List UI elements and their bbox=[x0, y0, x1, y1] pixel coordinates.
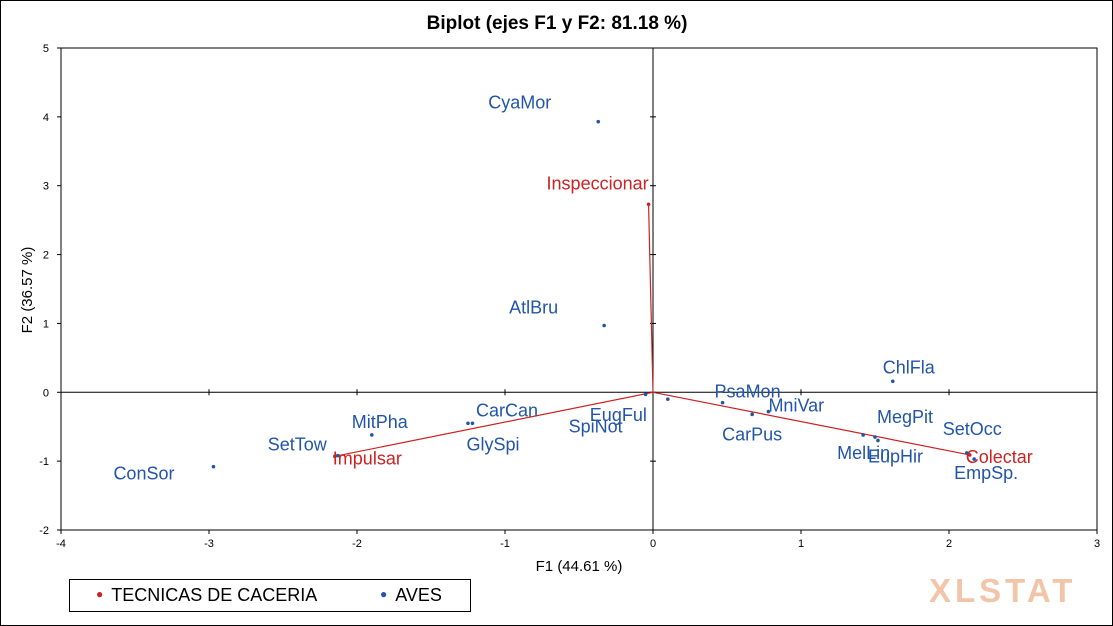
point-settow bbox=[335, 453, 340, 458]
x-axis-title: F1 (44.61 %) bbox=[536, 558, 623, 575]
vector-line bbox=[334, 391, 654, 457]
point-label-mitpha: MitPha bbox=[352, 412, 409, 432]
point-atlbru bbox=[602, 323, 606, 328]
point-glyspi bbox=[470, 421, 475, 426]
y-tick-label: 1 bbox=[43, 318, 49, 330]
point-mellin bbox=[861, 433, 865, 437]
point-label-settow: SetTow bbox=[268, 435, 328, 455]
point-label-carpus: CarPus bbox=[722, 424, 782, 444]
point-mitpha bbox=[370, 433, 374, 437]
point-label-atlbru: AtlBru bbox=[509, 297, 558, 317]
point-carpus bbox=[750, 412, 754, 417]
point-spinot bbox=[643, 392, 648, 397]
point-inspeccionar bbox=[646, 202, 651, 207]
plot-border bbox=[60, 47, 1098, 531]
x-tick-label: -3 bbox=[204, 538, 214, 550]
point-label-glyspi: GlySpi bbox=[466, 434, 519, 454]
y-tick-label: 5 bbox=[43, 43, 49, 55]
point-label-megpit: MegPit bbox=[877, 407, 933, 427]
point-carcan bbox=[466, 421, 470, 426]
point-mnivar bbox=[766, 409, 771, 414]
point-label-chlfla: ChlFla bbox=[883, 357, 936, 377]
y-tick-label: 4 bbox=[43, 112, 49, 124]
x-tick-label: -2 bbox=[352, 538, 362, 550]
point-chlfla bbox=[890, 379, 895, 384]
legend-marker-tecnicas: ● bbox=[96, 587, 104, 601]
point-label-euphir: EupHir bbox=[868, 446, 923, 466]
y-tick-label: 0 bbox=[43, 387, 49, 399]
point-label-impulsar: Impulsar bbox=[333, 448, 402, 468]
point-label-carcan: CarCan bbox=[476, 400, 538, 420]
xlstat-watermark: XLSTAT bbox=[929, 572, 1077, 609]
plot-area: -4 -3 -2 -1 0 1 2 3 -2 -1 0 1 2 3 4 5 Inspeccionar Impuls… bbox=[39, 43, 1100, 550]
point-label-spinot: SpiNot bbox=[569, 416, 623, 436]
legend-item-aves: ● AVES bbox=[380, 585, 442, 606]
point-colectar bbox=[967, 453, 972, 457]
point-label-psamon: PsaMon bbox=[715, 382, 781, 402]
x-tick-label: 2 bbox=[946, 538, 952, 550]
point-empsp bbox=[972, 457, 976, 461]
x-tick-label: -4 bbox=[56, 538, 66, 550]
legend-label-tecnicas: TECNICAS DE CACERIA bbox=[111, 585, 318, 605]
legend: ● TECNICAS DE CACERIA ● AVES bbox=[69, 579, 471, 612]
y-tick-label: 2 bbox=[43, 250, 49, 262]
point-label-cyamor: CyaMor bbox=[488, 93, 551, 113]
y-tick-label: 3 bbox=[43, 181, 49, 193]
point-megpit bbox=[873, 435, 877, 439]
point-cyamor bbox=[596, 119, 601, 124]
y-tick-label: -2 bbox=[39, 525, 49, 537]
point-label-mnivar: MniVar bbox=[768, 396, 824, 416]
point-impulsar bbox=[333, 454, 337, 459]
point-label-eugful: EugFul bbox=[590, 405, 647, 425]
legend-label-aves: AVES bbox=[395, 585, 442, 605]
point-setocc bbox=[964, 451, 969, 455]
legend-marker-aves: ● bbox=[380, 587, 388, 601]
x-tick-label: -1 bbox=[500, 538, 510, 550]
point-psamon bbox=[720, 400, 725, 405]
y-tick-label: -1 bbox=[39, 456, 49, 468]
point-label-consor: ConSor bbox=[113, 464, 174, 484]
point-label-inspeccionar: Inspeccionar bbox=[547, 173, 649, 193]
x-tick-label: 0 bbox=[650, 538, 656, 550]
point-label-setocc: SetOcc bbox=[943, 419, 1002, 439]
x-tick-label: 1 bbox=[798, 538, 804, 550]
chart-title: Biplot (ejes F1 y F2: 81.18 %) bbox=[427, 13, 688, 34]
vector-line bbox=[652, 391, 970, 456]
vector-line bbox=[647, 204, 654, 393]
x-tick-label: 3 bbox=[1094, 538, 1100, 550]
point-label-colectar: Colectar bbox=[966, 447, 1033, 467]
point-consor bbox=[211, 464, 216, 469]
point-label-mellin: MelLin bbox=[837, 443, 890, 463]
y-axis-title: F2 (36.57 %) bbox=[19, 247, 36, 334]
point-eugful bbox=[666, 397, 670, 401]
point-euphir bbox=[876, 438, 880, 443]
point-label-empsp: EmpSp. bbox=[954, 463, 1018, 483]
legend-item-tecnicas: ● TECNICAS DE CACERIA bbox=[96, 585, 317, 606]
